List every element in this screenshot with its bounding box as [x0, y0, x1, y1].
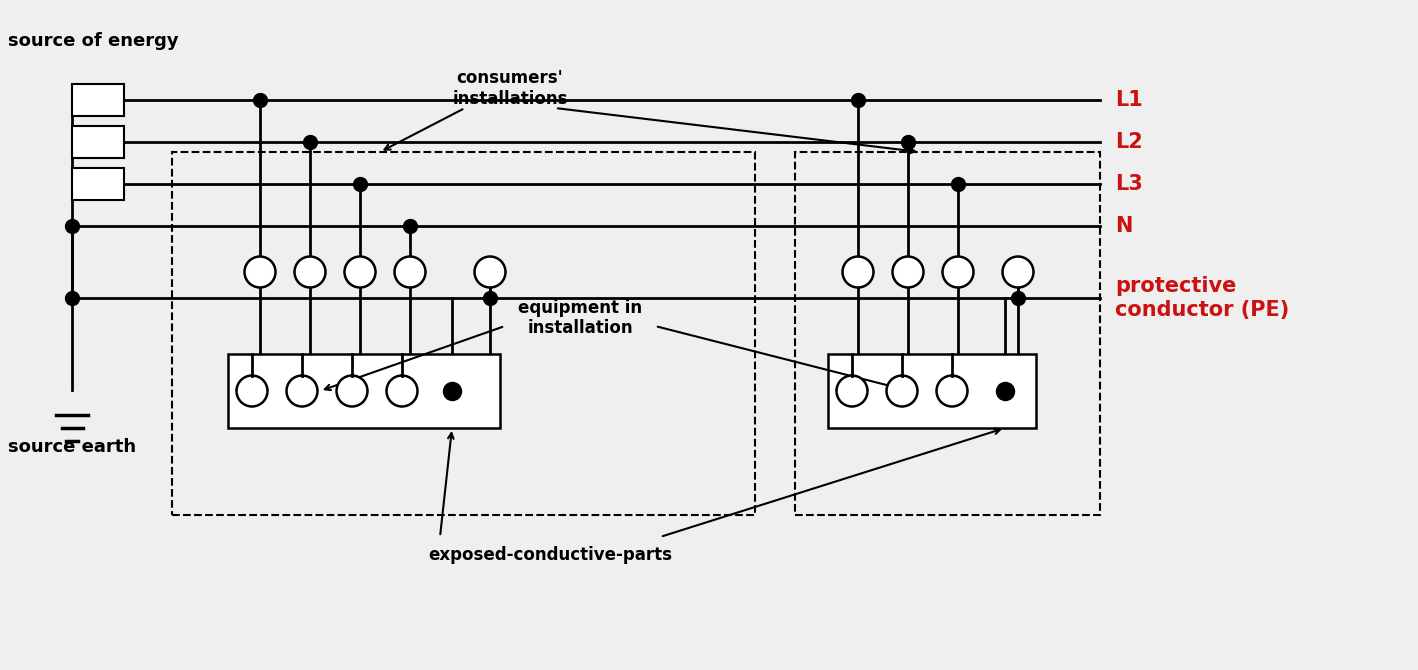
Circle shape [892, 257, 923, 287]
Circle shape [936, 375, 967, 407]
Text: equipment in
installation: equipment in installation [518, 299, 642, 338]
Circle shape [237, 375, 268, 407]
Text: L2: L2 [1115, 132, 1143, 152]
Circle shape [336, 375, 367, 407]
Circle shape [394, 257, 425, 287]
Bar [172, 152, 754, 515]
Text: source earth: source earth [9, 438, 136, 456]
Bar [228, 354, 501, 428]
Text: source of energy: source of energy [9, 32, 179, 50]
Circle shape [295, 257, 326, 287]
Circle shape [886, 375, 917, 407]
Bar [795, 152, 1100, 515]
Circle shape [1003, 257, 1034, 287]
Text: N: N [1115, 216, 1133, 236]
Circle shape [475, 257, 505, 287]
Circle shape [387, 375, 417, 407]
Text: protective
conductor (PE): protective conductor (PE) [1115, 275, 1289, 320]
Text: exposed-conductive-parts: exposed-conductive-parts [428, 546, 672, 564]
Bar [828, 354, 1037, 428]
Circle shape [943, 257, 974, 287]
Circle shape [842, 257, 873, 287]
Circle shape [244, 257, 275, 287]
Circle shape [345, 257, 376, 287]
Text: consumers'
installations: consumers' installations [452, 69, 567, 108]
Text: L1: L1 [1115, 90, 1143, 110]
Bar [72, 84, 123, 116]
Bar [72, 126, 123, 158]
Circle shape [837, 375, 868, 407]
Bar [72, 168, 123, 200]
Text: L3: L3 [1115, 174, 1143, 194]
Circle shape [286, 375, 318, 407]
